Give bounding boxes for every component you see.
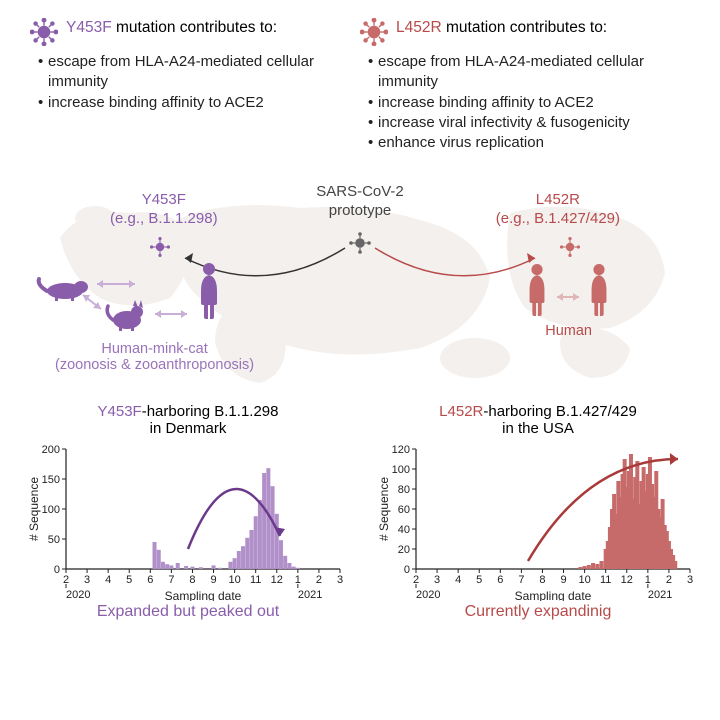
chart-right: 0204060801001202345678910111212320202021… bbox=[378, 441, 698, 601]
svg-text:2021: 2021 bbox=[648, 589, 672, 601]
svg-text:Sampling date: Sampling date bbox=[165, 589, 242, 601]
svg-text:0: 0 bbox=[54, 564, 60, 576]
chart-left: 0501001502002345678910111212320202021# S… bbox=[28, 441, 348, 601]
chart-left-panel: Y453F-harboring B.1.1.298 in Denmark 0 50… bbox=[28, 403, 348, 621]
svg-text:2020: 2020 bbox=[416, 589, 440, 601]
person-red-1 bbox=[524, 261, 550, 319]
svg-text:40: 40 bbox=[398, 524, 410, 536]
svg-text:2: 2 bbox=[316, 574, 322, 586]
svg-text:50: 50 bbox=[48, 534, 60, 546]
left-transmission-bottom: (zoonosis & zooanthroponosis) bbox=[55, 357, 254, 373]
svg-text:4: 4 bbox=[105, 574, 111, 586]
center-label-top: SARS-CoV-2 bbox=[316, 183, 404, 202]
svg-text:80: 80 bbox=[398, 484, 410, 496]
arrow-center-to-right bbox=[370, 243, 545, 303]
svg-text:# Sequence: # Sequence bbox=[378, 477, 391, 541]
right-mutation-title-rest: mutation contributes to: bbox=[446, 19, 607, 36]
left-mutation-name: Y453F bbox=[66, 19, 112, 36]
arrow-human-human bbox=[552, 291, 584, 303]
bullet-item: escape from HLA-A24-mediated cellular im… bbox=[38, 52, 360, 93]
right-variant-label: L452R (e.g., B.1.427/429) bbox=[496, 191, 620, 229]
arrow-cat-human bbox=[150, 308, 192, 320]
virus-icon-gray-center bbox=[348, 231, 372, 255]
svg-text:60: 60 bbox=[398, 504, 410, 516]
svg-text:7: 7 bbox=[168, 574, 174, 586]
virus-icon-purple bbox=[30, 18, 58, 46]
svg-text:11: 11 bbox=[250, 574, 261, 586]
left-mutation-block: Y453F mutation contributes to: escape fr… bbox=[30, 18, 360, 153]
left-variant-example: (e.g., B.1.1.298) bbox=[110, 210, 218, 229]
svg-text:5: 5 bbox=[476, 574, 482, 586]
person-purple bbox=[195, 261, 223, 321]
left-transmission-label: Human-mink-cat (zoonosis & zooanthropono… bbox=[55, 341, 254, 373]
person-red-2 bbox=[586, 261, 612, 319]
svg-text:10: 10 bbox=[228, 574, 240, 586]
svg-text:12: 12 bbox=[271, 574, 283, 586]
right-mutation-block: L452R mutation contributes to: escape fr… bbox=[360, 18, 690, 153]
virus-icon-red-map bbox=[558, 235, 582, 259]
svg-text:200: 200 bbox=[42, 444, 60, 456]
cat-icon bbox=[105, 298, 147, 333]
left-variant-label: Y453F (e.g., B.1.1.298) bbox=[110, 191, 218, 229]
svg-text:6: 6 bbox=[497, 574, 503, 586]
svg-text:3: 3 bbox=[434, 574, 440, 586]
right-transmission-label: Human bbox=[545, 323, 592, 339]
center-variant-label: SARS-CoV-2 prototype bbox=[316, 183, 404, 221]
left-bullet-list: escape from HLA-A24-mediated cellular im… bbox=[30, 52, 360, 113]
svg-text:3: 3 bbox=[687, 574, 693, 586]
chart-left-title: Y453F-harboring B.1.1.298 in Denmark bbox=[28, 403, 348, 437]
chart-right-caption: Currently expandinig bbox=[378, 603, 698, 621]
svg-text:100: 100 bbox=[42, 504, 60, 516]
arrow-mink-cat bbox=[78, 291, 106, 313]
svg-text:12: 12 bbox=[621, 574, 633, 586]
svg-text:11: 11 bbox=[600, 574, 611, 586]
header-row: Y453F mutation contributes to: escape fr… bbox=[0, 0, 720, 153]
svg-text:4: 4 bbox=[455, 574, 461, 586]
left-mutation-title-rest: mutation contributes to: bbox=[116, 19, 277, 36]
bullet-item: increase viral infectivity & fusogenicit… bbox=[368, 113, 690, 133]
virus-icon-purple-map bbox=[148, 235, 172, 259]
svg-text:9: 9 bbox=[560, 574, 566, 586]
charts-row: Y453F-harboring B.1.1.298 in Denmark 050… bbox=[0, 403, 720, 621]
svg-text:10: 10 bbox=[578, 574, 590, 586]
left-mutation-title: Y453F mutation contributes to: bbox=[66, 18, 277, 38]
bullet-item: increase binding affinity to ACE2 bbox=[368, 93, 690, 113]
right-variant-name: L452R bbox=[496, 191, 620, 210]
svg-text:5: 5 bbox=[126, 574, 132, 586]
svg-text:2020: 2020 bbox=[66, 589, 90, 601]
right-bullet-list: escape from HLA-A24-mediated cellular im… bbox=[360, 52, 690, 153]
right-mutation-name: L452R bbox=[396, 19, 442, 36]
bullet-item: increase binding affinity to ACE2 bbox=[38, 93, 360, 113]
svg-text:9: 9 bbox=[210, 574, 216, 586]
left-transmission-top: Human-mink-cat bbox=[55, 341, 254, 357]
svg-text:2: 2 bbox=[666, 574, 672, 586]
svg-text:120: 120 bbox=[392, 444, 410, 456]
arrow-mink-human bbox=[92, 278, 140, 290]
chart-right-title: L452R-harboring B.1.427/429 in the USA bbox=[378, 403, 698, 437]
svg-text:100: 100 bbox=[392, 464, 410, 476]
svg-text:3: 3 bbox=[84, 574, 90, 586]
chart-right-panel: L452R-harboring B.1.427/429 in the USA 0… bbox=[378, 403, 698, 621]
right-variant-example: (e.g., B.1.427/429) bbox=[496, 210, 620, 229]
bullet-item: escape from HLA-A24-mediated cellular im… bbox=[368, 52, 690, 93]
svg-text:# Sequence: # Sequence bbox=[28, 477, 41, 541]
bullet-item: enhance virus replication bbox=[368, 133, 690, 153]
svg-text:150: 150 bbox=[42, 474, 60, 486]
virus-icon-red bbox=[360, 18, 388, 46]
svg-text:6: 6 bbox=[147, 574, 153, 586]
svg-text:Sampling date: Sampling date bbox=[515, 589, 592, 601]
svg-text:2021: 2021 bbox=[298, 589, 322, 601]
svg-text:7: 7 bbox=[518, 574, 524, 586]
svg-text:3: 3 bbox=[337, 574, 343, 586]
right-mutation-title: L452R mutation contributes to: bbox=[396, 18, 607, 38]
chart-left-caption: Expanded but peaked out bbox=[28, 603, 348, 621]
center-label-bottom: prototype bbox=[316, 202, 404, 221]
svg-text:8: 8 bbox=[539, 574, 545, 586]
svg-text:0: 0 bbox=[404, 564, 410, 576]
map-section: SARS-CoV-2 prototype Y453F (e.g., B.1.1.… bbox=[0, 163, 720, 403]
svg-text:8: 8 bbox=[189, 574, 195, 586]
svg-text:20: 20 bbox=[398, 544, 410, 556]
left-variant-name: Y453F bbox=[110, 191, 218, 210]
